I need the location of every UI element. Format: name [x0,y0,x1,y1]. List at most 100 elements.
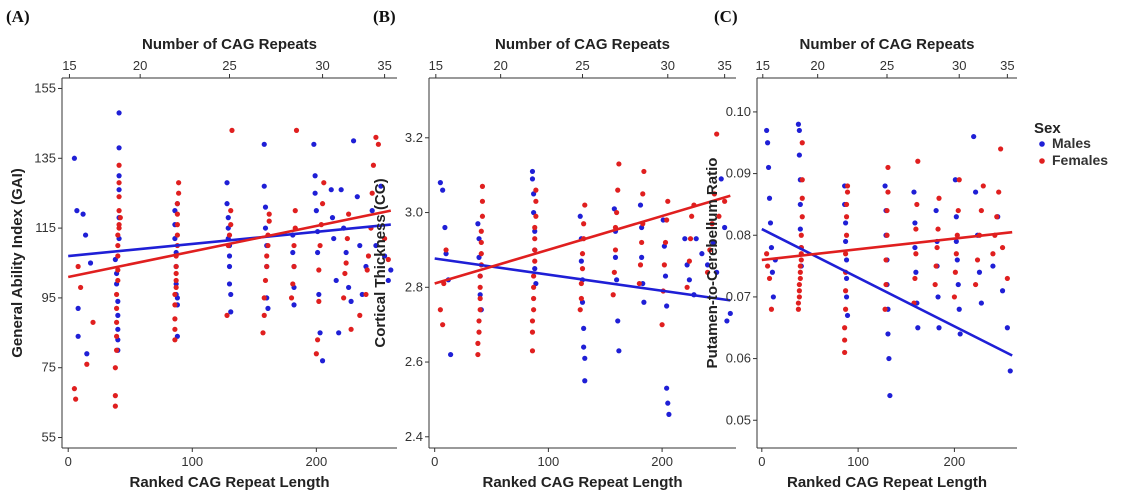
male-point [262,204,269,210]
female-point [994,214,1000,220]
male-point [581,325,587,332]
male-point [682,236,688,242]
male-point [581,344,587,350]
female-point [264,263,270,270]
top-tick-label: 30 [952,58,966,73]
female-point [313,351,319,357]
male-point [1007,368,1013,374]
female-point [883,257,889,263]
female-point [78,284,84,291]
x-tick-label: 200 [944,454,966,469]
female-point [972,281,979,288]
female-point [529,348,536,354]
female-point [611,269,617,275]
male-point [533,280,539,287]
female-point [914,201,920,208]
male-point [338,187,344,193]
female-point [342,270,348,277]
female-point [686,258,692,264]
legend-swatch [1039,158,1045,164]
legend-swatch [1039,141,1045,147]
male-point [955,281,961,288]
male-point [764,127,770,134]
female-point [796,281,802,288]
male-point [886,355,892,362]
female-point [116,162,122,168]
male-fit-line [434,257,731,302]
female-point [842,306,849,312]
male-point [443,251,449,257]
male-point [336,330,342,336]
male-point [532,266,538,272]
female-point [228,208,234,214]
female-point [955,207,961,214]
male-point [978,300,984,306]
female-point [375,141,381,147]
female-point [479,198,486,204]
female-point [116,222,122,228]
top-axis-title: Number of CAG Repeats [495,36,670,53]
female-point [173,270,179,277]
male-point [226,281,233,287]
male-point [116,173,122,179]
female-point [842,325,848,331]
female-point [116,180,122,186]
legend-label: Females [1052,152,1108,168]
top-tick-label: 30 [661,58,675,73]
top-tick-label: 35 [1000,58,1014,73]
male-point [662,273,669,279]
female-point [343,260,349,266]
male-point [843,294,850,300]
male-point [887,392,893,399]
female-point [475,351,481,358]
male-point [350,138,357,144]
male-point [262,225,269,231]
female-point [577,307,583,313]
female-point [952,269,958,275]
male-point [440,187,446,193]
y-tick-label: 0.05 [726,412,751,427]
x-tick-label: 100 [181,454,203,469]
female-point [476,329,482,335]
female-point [478,239,484,246]
female-point [176,190,182,196]
female-point [689,213,695,219]
male-point [615,318,621,324]
female-point [882,306,888,312]
female-point [172,291,178,298]
female-point [641,168,647,175]
male-point [311,141,317,147]
female-point [173,284,179,291]
male-point [577,213,583,219]
male-point [312,190,318,196]
male-point [373,242,379,249]
female-point [477,295,483,302]
male-point [290,249,296,256]
male-point [844,312,851,319]
top-tick-label: 25 [222,58,236,73]
male-point [477,292,483,298]
male-point [956,306,962,312]
male-point [385,277,391,284]
male-point [843,257,850,263]
male-point [797,226,803,232]
female-point [173,263,179,270]
male-point [641,299,647,305]
female-point [533,198,539,204]
female-point [317,242,323,249]
female-point [842,337,848,343]
x-tick-label: 0 [431,454,438,469]
female-point [578,280,584,287]
female-point [477,307,483,313]
female-point [711,191,717,197]
male-point [328,187,334,193]
female-point [799,195,805,201]
female-point [532,258,538,264]
female-point [385,256,391,263]
male-point [442,224,448,231]
female-point [117,215,123,221]
female-point [115,232,121,238]
female-point [933,263,939,269]
